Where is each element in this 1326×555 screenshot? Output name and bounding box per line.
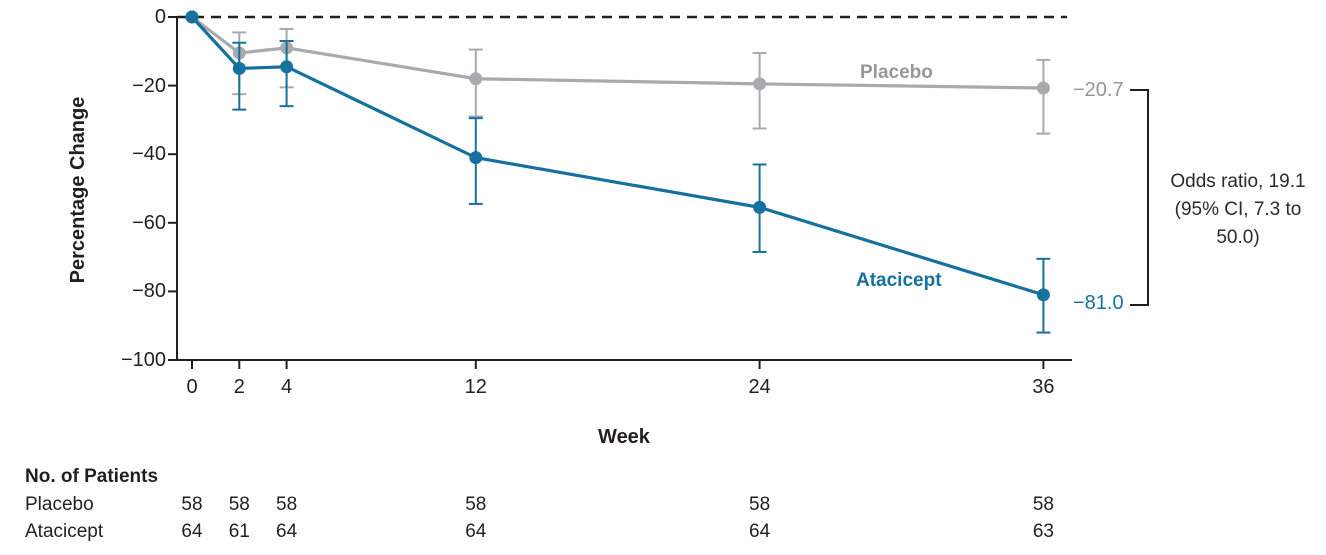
- patient-count: 64: [465, 521, 487, 542]
- y-tick-label: 0: [154, 6, 166, 28]
- patient-count: 58: [465, 494, 487, 515]
- data-point-placebo: [469, 72, 483, 86]
- series-line-atacicept: [190, 15, 1044, 297]
- y-tick-label: −100: [120, 349, 166, 371]
- odds-ratio-line-2: (95% CI, 7.3 to: [1174, 199, 1302, 220]
- patient-count: 64: [276, 521, 298, 542]
- odds-ratio-line-1: Odds ratio, 19.1: [1170, 171, 1306, 192]
- x-tick-label: 0: [186, 376, 198, 398]
- y-tick-label: −20: [132, 74, 166, 97]
- data-point-atacicept: [1036, 288, 1050, 302]
- x-tick-label: 12: [464, 376, 487, 398]
- patients-row-label-placebo: Placebo: [25, 494, 94, 515]
- data-point-atacicept: [280, 60, 294, 74]
- series-label-atacicept: Atacicept: [856, 270, 942, 291]
- end-value-atacicept: −81.0: [1073, 292, 1124, 314]
- patient-count: 58: [181, 494, 203, 515]
- data-point-atacicept: [469, 151, 483, 165]
- y-tick-label: −60: [132, 211, 166, 234]
- x-axis-title: Week: [598, 426, 650, 448]
- y-tick-label: −80: [132, 280, 166, 303]
- x-tick-label: 4: [281, 376, 293, 398]
- odds-ratio-bracket: [1130, 89, 1149, 306]
- x-tick-label: 36: [1032, 376, 1055, 398]
- series-line-placebo: [191, 15, 1044, 90]
- data-point-placebo: [753, 77, 767, 91]
- y-tick-label: −40: [132, 143, 166, 166]
- data-point-placebo: [1036, 81, 1050, 95]
- patient-count: 61: [228, 521, 250, 542]
- patients-row-label-atacicept: Atacicept: [25, 521, 104, 542]
- data-point-atacicept: [232, 61, 246, 75]
- data-point-atacicept: [753, 200, 767, 214]
- series-label-placebo: Placebo: [860, 62, 933, 83]
- patient-count: 64: [749, 521, 771, 542]
- end-value-placebo: −20.7: [1073, 79, 1124, 101]
- odds-ratio-annotation: Odds ratio, 19.1 (95% CI, 7.3 to 50.0): [1150, 168, 1326, 252]
- patient-count: 58: [276, 494, 298, 515]
- patients-table-title: No. of Patients: [25, 466, 159, 487]
- patient-count: 64: [181, 521, 203, 542]
- x-tick-label: 2: [233, 376, 245, 398]
- patient-count: 58: [1032, 494, 1054, 515]
- patient-count: 63: [1032, 521, 1054, 542]
- data-point-atacicept: [185, 10, 199, 24]
- patient-count: 58: [228, 494, 250, 515]
- patient-count: 58: [749, 494, 771, 515]
- odds-ratio-line-3: 50.0): [1216, 227, 1260, 248]
- x-tick-label: 24: [748, 376, 771, 398]
